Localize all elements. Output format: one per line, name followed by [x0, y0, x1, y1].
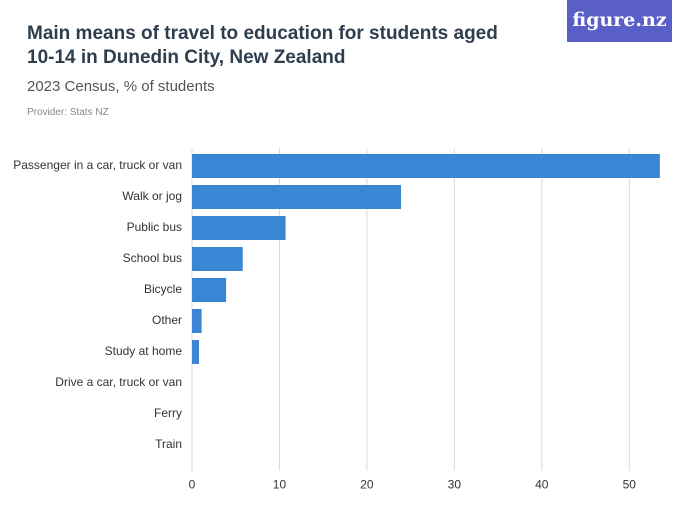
- chart-subtitle: 2023 Census, % of students: [27, 78, 215, 95]
- bar: [192, 278, 227, 302]
- y-tick-label: Bicycle: [144, 282, 182, 296]
- bar: [192, 340, 199, 364]
- y-tick-label: Ferry: [154, 406, 182, 420]
- y-tick-label: Study at home: [105, 344, 183, 358]
- bar: [192, 185, 402, 209]
- y-tick-label: Train: [155, 437, 182, 451]
- bar: [192, 309, 202, 333]
- provider: Provider: Stats NZ: [27, 107, 109, 118]
- x-tick-label: 20: [360, 478, 374, 492]
- x-tick-label: 40: [535, 478, 549, 492]
- x-tick-label: 0: [189, 478, 196, 492]
- y-tick-label: Passenger in a car, truck or van: [13, 158, 182, 172]
- x-tick-label: 50: [623, 478, 637, 492]
- y-tick-label: Other: [152, 313, 182, 327]
- x-tick-label: 10: [273, 478, 287, 492]
- y-tick-label: Public bus: [127, 220, 182, 234]
- y-tick-label: Walk or jog: [122, 189, 182, 203]
- bar: [192, 216, 286, 240]
- bar: [192, 247, 243, 271]
- chart-title: Main means of travel to education for st…: [27, 23, 498, 68]
- logo[interactable]: figure.nz: [567, 0, 672, 42]
- x-tick-label: 30: [448, 478, 462, 492]
- y-tick-label: School bus: [123, 251, 182, 265]
- bar: [192, 154, 660, 178]
- y-tick-label: Drive a car, truck or van: [55, 375, 182, 389]
